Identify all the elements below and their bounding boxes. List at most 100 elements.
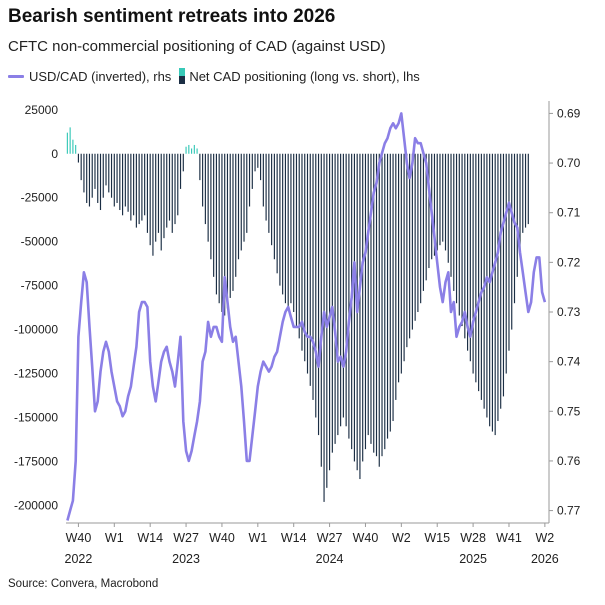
- position-bar: [80, 153, 82, 181]
- position-bar: [185, 146, 187, 154]
- position-bar: [348, 153, 350, 439]
- position-bar: [260, 153, 262, 181]
- position-bar: [406, 153, 408, 348]
- position-bar: [522, 153, 524, 233]
- x-week-label: W2: [392, 531, 411, 545]
- position-bar: [309, 153, 311, 386]
- x-year-label: 2025: [459, 552, 487, 566]
- position-bar: [315, 153, 317, 418]
- x-week-label: W1: [105, 531, 124, 545]
- position-bar: [403, 153, 405, 362]
- position-bar: [127, 153, 129, 212]
- position-bar: [94, 153, 96, 189]
- position-bar: [436, 153, 438, 251]
- x-week-label: W15: [424, 531, 450, 545]
- position-bar: [417, 153, 419, 312]
- position-bar: [353, 153, 355, 462]
- x-week-label: W40: [353, 531, 379, 545]
- position-bar: [240, 153, 242, 251]
- position-bar: [414, 153, 416, 321]
- position-bar: [284, 153, 286, 304]
- position-bar: [447, 153, 449, 263]
- position-bar: [524, 153, 527, 228]
- position-bar: [199, 153, 201, 181]
- position-bar: [207, 153, 209, 242]
- position-bar: [359, 153, 361, 480]
- position-bar: [276, 153, 278, 274]
- left-tick-label: -150000: [14, 411, 58, 425]
- position-bar: [334, 153, 336, 444]
- left-tick-label: 25000: [25, 103, 59, 117]
- position-bar: [237, 153, 240, 260]
- position-bar: [135, 153, 137, 228]
- position-bar: [409, 153, 411, 339]
- position-bar: [105, 153, 107, 186]
- position-bar: [442, 153, 444, 242]
- position-bar: [464, 153, 466, 339]
- position-bar: [262, 153, 264, 207]
- position-bar: [243, 153, 245, 242]
- position-bar: [166, 153, 168, 228]
- position-bar: [304, 153, 306, 362]
- position-bar: [210, 153, 212, 260]
- position-bar: [425, 153, 427, 281]
- position-bar: [400, 153, 402, 374]
- position-bar: [486, 153, 488, 418]
- position-bar: [444, 153, 447, 251]
- position-bar: [119, 153, 121, 211]
- position-bar: [367, 153, 369, 436]
- position-bar: [88, 153, 91, 207]
- position-bar: [298, 153, 300, 339]
- position-bar: [75, 144, 77, 154]
- position-bar: [202, 153, 204, 207]
- position-bar: [133, 153, 135, 216]
- position-bar: [508, 153, 510, 351]
- position-bar: [235, 153, 237, 277]
- position-bar: [467, 153, 469, 351]
- position-bar: [179, 153, 182, 189]
- position-bar: [301, 153, 303, 351]
- position-bar: [257, 153, 259, 168]
- chart-legend: USD/CAD (inverted), rhs Net CAD position…: [8, 68, 428, 84]
- position-bar: [77, 153, 79, 163]
- position-bar: [516, 153, 518, 277]
- position-bar: [110, 153, 113, 198]
- position-bar: [149, 153, 151, 246]
- position-bar: [248, 153, 251, 207]
- position-bar: [381, 153, 383, 457]
- position-bar: [193, 144, 195, 154]
- position-bar: [489, 153, 491, 427]
- position-bar: [163, 153, 165, 239]
- position-bar: [91, 153, 93, 198]
- position-bar: [66, 132, 68, 154]
- x-year-label: 2023: [172, 552, 200, 566]
- x-week-label: W41: [496, 531, 522, 545]
- left-tick-label: -75000: [21, 279, 59, 293]
- position-bar: [271, 153, 273, 246]
- position-bar: [130, 153, 132, 221]
- position-bar: [331, 153, 333, 453]
- position-bar: [453, 153, 455, 291]
- left-tick-label: -25000: [21, 191, 59, 205]
- position-bar: [306, 153, 309, 374]
- position-bar: [251, 153, 253, 189]
- x-week-label: W27: [173, 531, 199, 545]
- position-bar: [475, 153, 477, 383]
- position-bar: [144, 153, 146, 216]
- position-bar: [99, 153, 102, 211]
- position-bar: [392, 153, 394, 422]
- x-week-label: W14: [137, 531, 163, 545]
- position-bar: [422, 153, 424, 291]
- position-bar: [375, 153, 378, 457]
- position-bar: [102, 153, 104, 198]
- position-bar: [290, 153, 292, 304]
- position-bar: [97, 153, 99, 203]
- left-tick-label: -175000: [14, 454, 58, 468]
- x-year-label: 2024: [316, 552, 344, 566]
- position-bar: [287, 153, 289, 309]
- x-week-label: W28: [460, 531, 486, 545]
- position-bar: [157, 153, 160, 233]
- position-bar: [384, 153, 386, 450]
- position-bar: [226, 153, 229, 309]
- position-bar: [469, 153, 471, 362]
